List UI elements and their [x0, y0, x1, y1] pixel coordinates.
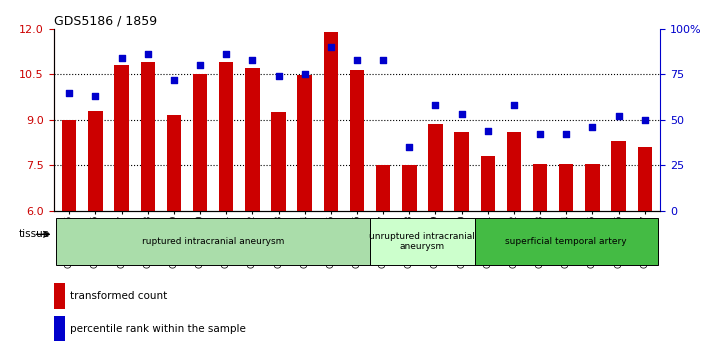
Bar	[350, 70, 364, 211]
Text: percentile rank within the sample: percentile rank within the sample	[70, 324, 246, 334]
Point	[613, 113, 624, 119]
Bar	[323, 32, 338, 211]
Bar	[141, 62, 155, 211]
Point	[273, 73, 284, 79]
Point	[560, 131, 572, 137]
Point	[246, 57, 258, 63]
Bar	[114, 65, 129, 211]
Point	[351, 57, 363, 63]
Point	[534, 131, 545, 137]
Bar	[481, 156, 495, 211]
Text: superficial temporal artery: superficial temporal artery	[506, 237, 627, 246]
Text: tissue: tissue	[19, 229, 50, 239]
Point	[194, 62, 206, 68]
Point	[90, 93, 101, 99]
Text: ruptured intracranial aneurysm: ruptured intracranial aneurysm	[142, 237, 284, 246]
Point	[639, 117, 650, 123]
Bar	[507, 132, 521, 211]
Point	[403, 144, 415, 150]
Bar	[611, 141, 625, 211]
Bar	[370, 218, 475, 265]
Point	[482, 128, 493, 134]
Bar	[454, 132, 469, 211]
Bar	[559, 164, 573, 211]
Point	[508, 102, 520, 108]
Bar	[271, 112, 286, 211]
Bar	[56, 218, 370, 265]
Point	[587, 124, 598, 130]
Point	[456, 111, 468, 117]
Bar	[475, 218, 658, 265]
Bar	[193, 74, 207, 211]
Bar	[298, 75, 312, 211]
Point	[221, 52, 232, 57]
Bar	[54, 283, 65, 309]
Bar	[638, 147, 652, 211]
Point	[142, 52, 154, 57]
Text: unruptured intracranial
aneurysm: unruptured intracranial aneurysm	[369, 232, 476, 251]
Point	[64, 90, 75, 95]
Point	[169, 77, 180, 83]
Bar	[402, 165, 416, 211]
Text: GDS5186 / 1859: GDS5186 / 1859	[54, 15, 156, 28]
Bar	[376, 165, 391, 211]
Point	[430, 102, 441, 108]
Bar	[89, 111, 103, 211]
Bar	[54, 316, 65, 341]
Text: transformed count: transformed count	[70, 291, 168, 301]
Point	[116, 55, 127, 61]
Bar	[219, 62, 233, 211]
Bar	[62, 120, 76, 211]
Point	[325, 44, 336, 50]
Bar	[245, 68, 260, 211]
Point	[378, 57, 389, 63]
Point	[299, 72, 311, 77]
Bar	[166, 115, 181, 211]
Bar	[428, 125, 443, 211]
Bar	[533, 164, 548, 211]
Bar	[585, 164, 600, 211]
